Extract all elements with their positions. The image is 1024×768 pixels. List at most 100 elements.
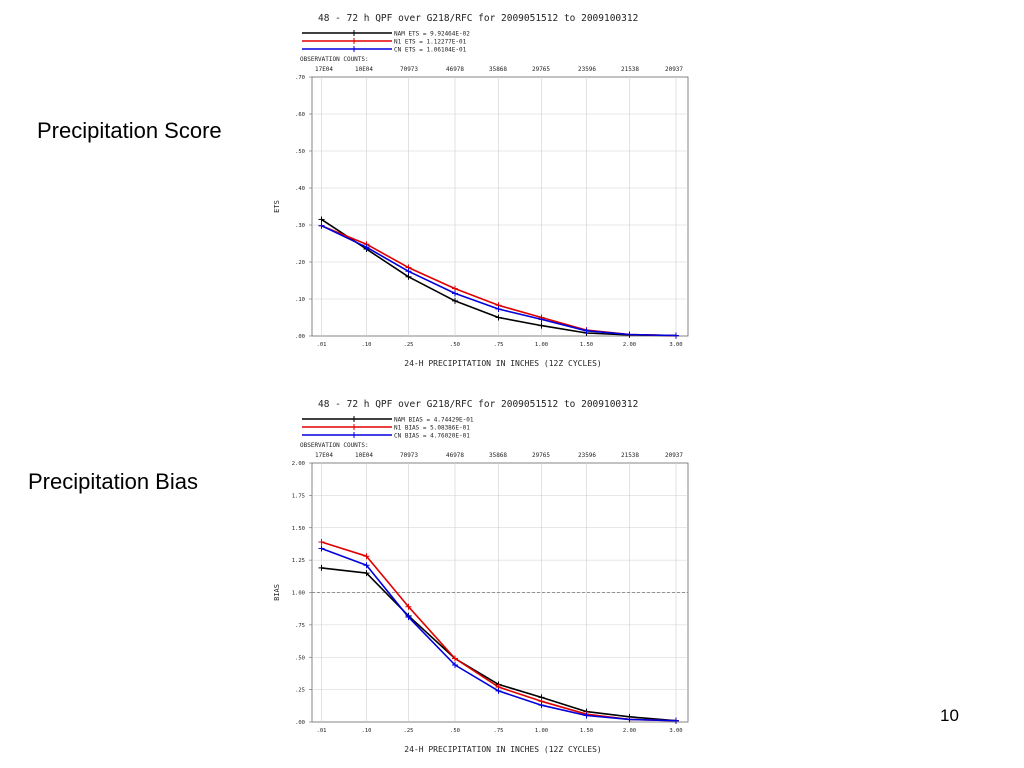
- ets-data-point: [495, 305, 502, 312]
- bias-data-point: [318, 564, 325, 571]
- y-tick-label: 1.50: [292, 526, 305, 532]
- observation-count: 17E04: [315, 452, 333, 459]
- page-number: 10: [940, 706, 959, 725]
- x-tick-label: 1.00: [535, 342, 548, 348]
- observation-count: 70973: [400, 452, 418, 459]
- legend-label-1: N1 BIAS = 5.08386E-01: [394, 425, 470, 432]
- observation-count: 29765: [532, 452, 550, 459]
- x-tick-label: 3.00: [669, 342, 682, 348]
- observation-count: 10E04: [355, 66, 373, 73]
- ets-data-point: [452, 297, 458, 304]
- bias-data-point: [405, 614, 412, 621]
- observation-count: 35868: [489, 452, 507, 459]
- x-axis-label: 24-H PRECIPITATION IN INCHES (12Z CYCLES…: [404, 359, 601, 368]
- y-tick-label: 1.00: [292, 591, 305, 597]
- y-tick-label: .30: [295, 223, 305, 229]
- legend-label-2: CN BIAS = 4.76020E-01: [394, 433, 470, 440]
- ets-data-point: [626, 331, 633, 338]
- y-axis-label: ETS: [273, 200, 281, 213]
- x-tick-label: .25: [404, 342, 414, 348]
- y-tick-label: .75: [295, 623, 305, 629]
- x-tick-label: .01: [317, 728, 327, 734]
- ets-data-point: [405, 273, 412, 280]
- ets-data-point: [318, 222, 325, 229]
- x-tick-label: .25: [404, 728, 414, 734]
- bias-data-point: [363, 562, 370, 569]
- ets-data-point: [405, 268, 412, 275]
- y-tick-label: .10: [295, 297, 305, 303]
- y-tick-label: .50: [295, 149, 305, 155]
- ets-data-point: [538, 316, 545, 323]
- x-tick-label: 2.00: [623, 342, 636, 348]
- bias-data-point: [538, 702, 545, 709]
- observation-counts-label: OBSERVATION COUNTS:: [300, 56, 369, 63]
- y-tick-label: .60: [295, 112, 305, 118]
- x-tick-label: 3.00: [669, 728, 682, 734]
- observation-count: 23596: [578, 66, 596, 73]
- x-tick-label: .50: [450, 728, 460, 734]
- ets-data-point: [452, 290, 458, 297]
- observation-count: 21538: [621, 66, 639, 73]
- legend-label-2: CN ETS = 1.06104E-01: [394, 47, 467, 54]
- y-axis-label: BIAS: [273, 584, 281, 601]
- observation-count: 21538: [621, 452, 639, 459]
- bias-data-point: [673, 717, 679, 724]
- observation-count: 10E04: [355, 452, 373, 459]
- chart-title: 48 - 72 h QPF over G218/RFC for 20090515…: [318, 13, 638, 24]
- observation-count: 23596: [578, 452, 596, 459]
- x-tick-label: .10: [362, 342, 372, 348]
- ets-chart: 48 - 72 h QPF over G218/RFC for 20090515…: [273, 13, 689, 368]
- bias-data-point: [626, 716, 633, 723]
- x-tick-label: .01: [317, 342, 327, 348]
- y-tick-label: .25: [295, 688, 305, 694]
- x-tick-label: 1.00: [535, 728, 548, 734]
- bias-data-point: [452, 662, 458, 669]
- observation-count: 35868: [489, 66, 507, 73]
- observation-count: 29765: [532, 66, 550, 73]
- precipitation-bias-label: Precipitation Bias: [28, 469, 198, 494]
- precipitation-score-label: Precipitation Score: [37, 118, 222, 143]
- observation-count: 20937: [665, 452, 683, 459]
- bias-data-point: [318, 545, 325, 552]
- y-tick-label: .50: [295, 655, 305, 661]
- bias-data-point: [495, 687, 502, 694]
- ets-data-point: [538, 322, 545, 329]
- bias-data-point: [405, 603, 412, 610]
- x-tick-label: .75: [494, 728, 504, 734]
- bias-data-point: [452, 655, 458, 662]
- bias-data-point: [318, 538, 325, 545]
- legend-label-0: NAM BIAS = 4.74429E-01: [394, 417, 474, 424]
- legend-label-0: NAM ETS = 9.92464E-02: [394, 31, 470, 38]
- bias-chart: 48 - 72 h QPF over G218/RFC for 20090515…: [273, 399, 689, 754]
- y-tick-label: .20: [295, 260, 305, 266]
- ets-data-point: [673, 332, 679, 339]
- x-tick-label: .10: [362, 728, 372, 734]
- ets-data-point: [318, 216, 325, 223]
- bias-data-point: [583, 712, 590, 719]
- y-tick-label: 2.00: [292, 461, 305, 467]
- bias-data-point: [363, 553, 370, 560]
- observation-count: 20937: [665, 66, 683, 73]
- observation-count: 46978: [446, 66, 464, 73]
- x-tick-label: 2.00: [623, 728, 636, 734]
- ets-data-point: [583, 327, 590, 334]
- observation-count: 17E04: [315, 66, 333, 73]
- plot-area: [311, 76, 689, 337]
- ets-chart-panel: 48 - 72 h QPF over G218/RFC for 20090515…: [248, 0, 716, 377]
- ets-data-point: [495, 314, 502, 321]
- y-tick-label: 1.75: [292, 493, 305, 499]
- bias-chart-panel: 48 - 72 h QPF over G218/RFC for 20090515…: [248, 386, 716, 768]
- observation-counts-label: OBSERVATION COUNTS:: [300, 442, 369, 449]
- y-tick-label: .00: [295, 334, 305, 340]
- ets-data-point: [363, 244, 370, 251]
- x-tick-label: .75: [494, 342, 504, 348]
- y-tick-label: .70: [295, 75, 305, 81]
- observation-count: 46978: [446, 452, 464, 459]
- legend-label-1: N1 ETS = 1.12277E-01: [394, 39, 467, 46]
- bias-data-point: [363, 570, 370, 577]
- x-tick-label: .50: [450, 342, 460, 348]
- chart-title: 48 - 72 h QPF over G218/RFC for 20090515…: [318, 399, 638, 410]
- y-tick-label: .40: [295, 186, 305, 192]
- x-tick-label: 1.50: [580, 342, 593, 348]
- observation-count: 70973: [400, 66, 418, 73]
